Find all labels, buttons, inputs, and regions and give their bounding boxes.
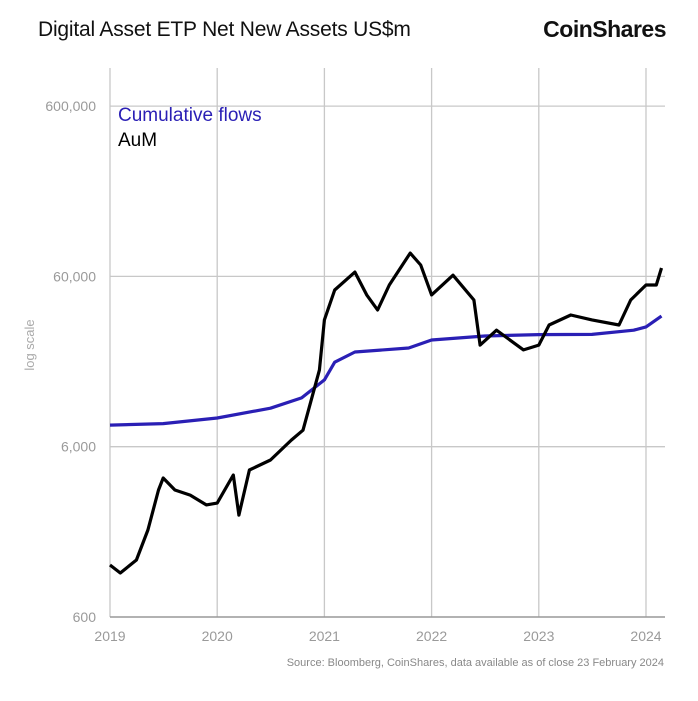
y-tick-label: 6,000 (61, 439, 96, 455)
coinshares-logo: CoinShares (543, 16, 666, 42)
x-tick-label: 2021 (309, 628, 340, 644)
x-tick-label: 2024 (630, 628, 661, 644)
y-tick-label: 600,000 (45, 98, 96, 114)
legend-entry: Cumulative flows (118, 105, 262, 126)
x-tick-label: 2022 (416, 628, 447, 644)
x-tick-label: 2020 (202, 628, 233, 644)
y-axis-label: log scale (22, 319, 37, 370)
series-line-aum (109, 251, 664, 575)
legend-entry: AuM (118, 130, 157, 151)
series-line-cumulative-flows (109, 314, 663, 427)
y-tick-label: 600 (73, 609, 97, 625)
y-tick-label: 60,000 (53, 268, 96, 284)
chart-title: Digital Asset ETP Net New Assets US$m (38, 18, 411, 41)
x-tick-label: 2023 (523, 628, 554, 644)
source-note: Source: Bloomberg, CoinShares, data avai… (286, 657, 664, 669)
x-tick-label: 2019 (94, 628, 125, 644)
